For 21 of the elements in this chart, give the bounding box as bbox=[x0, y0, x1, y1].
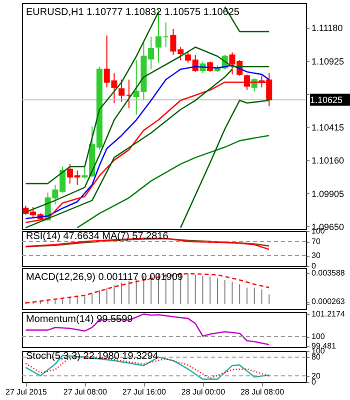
y-tick-label: 0.000263 bbox=[312, 297, 346, 306]
y-tick-label: 0 bbox=[312, 378, 316, 386]
y-tick-label: 1.09905 bbox=[312, 188, 344, 199]
y-tick-label: 70 bbox=[312, 237, 321, 246]
x-tick-label: 28 Jul 00:00 bbox=[181, 388, 226, 396]
y-tick-label: 100 bbox=[312, 332, 326, 341]
y-tick-label: 0.003588 bbox=[312, 268, 346, 278]
y-tick-label: 20 bbox=[312, 371, 321, 380]
y-tick-label: 0 bbox=[312, 262, 316, 270]
y-tick-label: 1.10415 bbox=[312, 122, 344, 133]
y-tick-label: 1.10925 bbox=[312, 56, 344, 66]
y-tick-label: 30 bbox=[312, 251, 321, 260]
y-tick-label: 80 bbox=[312, 352, 321, 362]
x-tick-label: 27 Jul 16:00 bbox=[122, 388, 167, 396]
y-tick-label: 1.11180 bbox=[312, 23, 343, 34]
ref-line-label: 1.10625 bbox=[310, 94, 343, 105]
x-tick-label: 27 Jul 2015 bbox=[6, 388, 48, 396]
y-tick-label: 101.2174 bbox=[312, 310, 346, 319]
x-tick-label: 27 Jul 08:00 bbox=[63, 388, 108, 396]
y-tick-label: 1.10160 bbox=[312, 156, 344, 166]
x-tick-label: 28 Jul 08:00 bbox=[240, 388, 285, 396]
